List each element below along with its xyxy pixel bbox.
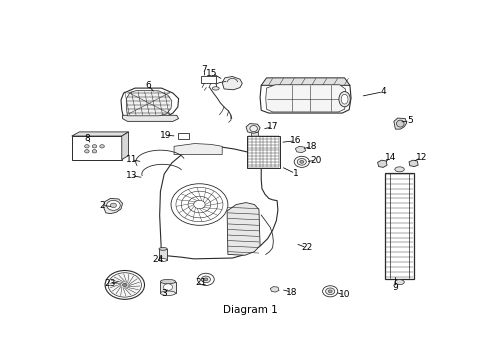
Ellipse shape — [249, 126, 257, 132]
Ellipse shape — [212, 87, 219, 90]
Polygon shape — [121, 88, 178, 118]
Polygon shape — [222, 76, 242, 90]
Bar — [250, 132, 258, 136]
Bar — [246, 136, 280, 168]
Text: 4: 4 — [380, 87, 386, 96]
Circle shape — [105, 270, 144, 299]
Text: 11: 11 — [125, 155, 137, 164]
Ellipse shape — [159, 258, 167, 261]
Text: 12: 12 — [415, 153, 426, 162]
Circle shape — [84, 145, 89, 148]
Text: 19: 19 — [159, 131, 171, 140]
Ellipse shape — [160, 279, 175, 284]
Circle shape — [322, 286, 337, 297]
Text: 18: 18 — [305, 142, 317, 151]
Bar — [385, 173, 413, 279]
Text: 15: 15 — [206, 69, 217, 78]
Text: 16: 16 — [289, 136, 301, 145]
Bar — [178, 133, 189, 139]
Text: Diagram 1: Diagram 1 — [223, 305, 277, 315]
Bar — [72, 136, 122, 159]
Bar — [160, 282, 175, 293]
Text: 1: 1 — [292, 169, 298, 178]
Circle shape — [171, 184, 227, 225]
Polygon shape — [122, 115, 178, 121]
Text: 20: 20 — [309, 156, 321, 165]
Text: 21: 21 — [195, 279, 206, 288]
Ellipse shape — [160, 291, 175, 296]
Circle shape — [106, 201, 120, 210]
Polygon shape — [226, 203, 260, 255]
Bar — [201, 76, 215, 84]
Circle shape — [297, 158, 305, 165]
Text: 13: 13 — [125, 171, 137, 180]
Polygon shape — [377, 160, 386, 167]
Ellipse shape — [338, 91, 349, 107]
Text: 24: 24 — [152, 256, 163, 265]
Text: 9: 9 — [392, 283, 397, 292]
Polygon shape — [261, 78, 349, 85]
Circle shape — [108, 273, 141, 297]
Bar — [159, 249, 167, 260]
Text: 2: 2 — [99, 201, 104, 210]
Polygon shape — [159, 146, 277, 259]
Polygon shape — [122, 132, 128, 159]
Polygon shape — [295, 146, 305, 153]
Circle shape — [203, 278, 207, 281]
Ellipse shape — [394, 167, 404, 172]
Polygon shape — [103, 198, 122, 214]
Text: 6: 6 — [145, 81, 151, 90]
Circle shape — [294, 156, 309, 167]
Text: 18: 18 — [285, 288, 297, 297]
Polygon shape — [408, 160, 417, 167]
Text: 8: 8 — [84, 134, 90, 143]
Text: 23: 23 — [104, 279, 116, 288]
Ellipse shape — [396, 120, 403, 127]
Circle shape — [110, 203, 116, 208]
Circle shape — [92, 150, 97, 153]
Circle shape — [84, 150, 89, 153]
Text: 3: 3 — [161, 289, 167, 298]
Polygon shape — [260, 81, 350, 113]
Circle shape — [325, 288, 334, 294]
Ellipse shape — [394, 280, 404, 285]
Polygon shape — [126, 90, 171, 116]
Polygon shape — [174, 144, 222, 155]
Circle shape — [100, 145, 104, 148]
Text: 5: 5 — [406, 116, 412, 125]
Circle shape — [327, 290, 331, 293]
Polygon shape — [393, 118, 406, 129]
Circle shape — [92, 145, 97, 148]
Ellipse shape — [159, 247, 167, 250]
Circle shape — [163, 284, 172, 291]
Polygon shape — [265, 85, 346, 112]
Polygon shape — [72, 132, 128, 136]
Text: 22: 22 — [301, 243, 312, 252]
Circle shape — [299, 161, 303, 163]
Circle shape — [197, 273, 214, 285]
Text: 17: 17 — [266, 122, 278, 131]
Text: 7: 7 — [201, 65, 207, 74]
Ellipse shape — [341, 94, 347, 104]
Text: 10: 10 — [338, 291, 349, 300]
Polygon shape — [245, 123, 260, 133]
Circle shape — [122, 283, 127, 287]
Text: 14: 14 — [385, 153, 396, 162]
Circle shape — [201, 276, 210, 283]
Polygon shape — [270, 287, 279, 292]
